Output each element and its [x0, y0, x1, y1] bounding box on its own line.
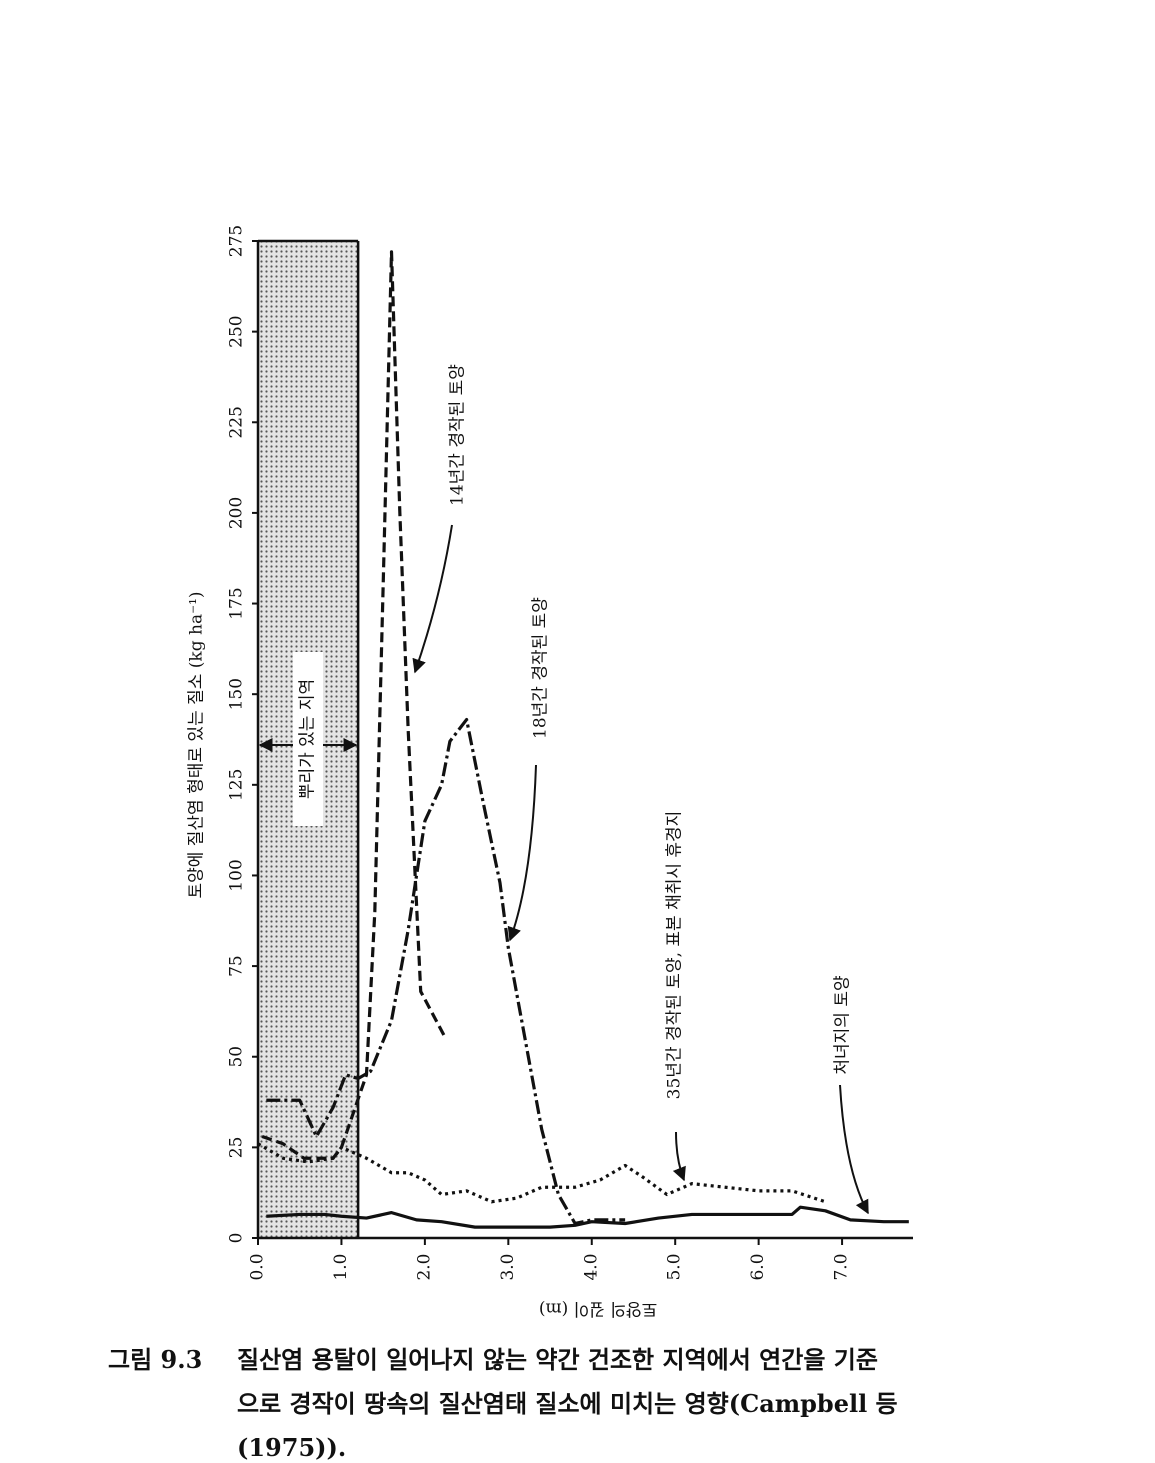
caption-line: 질산염 용탈이 일어나지 않는 약간 건조한 지역에서 연간을 기준	[237, 1345, 878, 1374]
x-tick-label: 7.0	[832, 1253, 852, 1280]
root-zone-label-box	[293, 652, 323, 826]
caption-line: 으로 경작이 땅속의 질산염태 질소에 미치는 영향(Campbell 등	[237, 1389, 898, 1418]
series-label: 18년간 경작된 토양	[531, 597, 551, 739]
y-tick-label: 200	[227, 497, 247, 529]
x-axis-label: 토양의 깊이 (m)	[539, 1299, 657, 1319]
series-label: 처녀지의 토양	[833, 975, 853, 1074]
y-tick-label: 175	[227, 587, 247, 619]
x-tick-label: 3.0	[498, 1253, 518, 1280]
annotation-arrow	[507, 764, 537, 942]
caption-number: 그림 9.3	[108, 1345, 202, 1374]
y-tick-label: 250	[227, 315, 247, 347]
y-tick-label: 150	[227, 678, 247, 710]
x-tick-label: 1.0	[331, 1253, 351, 1280]
root-zone-label: 뿌리가 있는 지역	[298, 679, 318, 799]
y-tick-label: 225	[227, 406, 247, 438]
y-tick-label: 0	[227, 1233, 247, 1244]
x-tick-label: 6.0	[748, 1253, 768, 1280]
y-tick-label: 50	[227, 1046, 247, 1068]
y-tick-label: 125	[227, 769, 247, 801]
y-axis-label: 토양에 질산염 형태로 있는 질소 (kg ha⁻¹)	[187, 591, 207, 898]
y-tick-label: 275	[227, 225, 247, 257]
x-tick-label: 5.0	[665, 1253, 685, 1280]
y-tick-label: 100	[227, 859, 247, 891]
x-tick-label: 4.0	[581, 1253, 601, 1280]
series-line	[261, 250, 448, 1160]
y-tick-label: 25	[227, 1137, 247, 1159]
annotation-arrow	[412, 524, 453, 674]
series-line	[257, 1142, 826, 1204]
y-tick-label: 75	[227, 955, 247, 977]
x-tick-label: 2.0	[414, 1253, 434, 1280]
annotation-arrow	[839, 1084, 869, 1215]
x-tick-label: 0.0	[248, 1253, 268, 1280]
series-label: 14년간 경작된 토양	[448, 364, 468, 506]
caption-line: (1975)).	[237, 1433, 346, 1462]
series-line	[266, 717, 626, 1226]
series-line	[266, 1205, 909, 1229]
series-label: 35년간 경작된 토양, 표본 채취시 휴경지	[665, 811, 685, 1100]
annotation-arrow	[672, 1131, 686, 1182]
